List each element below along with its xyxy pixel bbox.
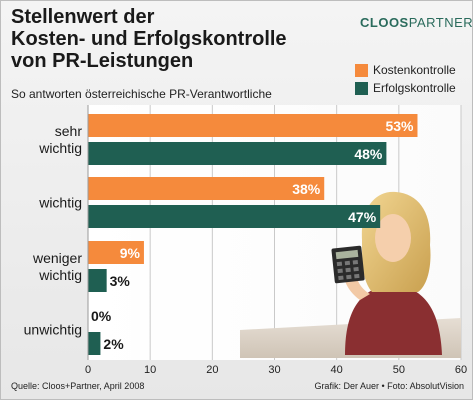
bar-erfolg bbox=[88, 269, 107, 292]
category-label: wichtig bbox=[38, 195, 82, 211]
title-line-1: Stellenwert der bbox=[11, 6, 155, 28]
x-tick-label: 30 bbox=[268, 364, 280, 376]
brand-logo: CLOOSPARTNER bbox=[360, 15, 473, 30]
category-label: sehr bbox=[55, 123, 83, 139]
logo-bold-part: CLOOS bbox=[360, 15, 409, 30]
category-label: weniger bbox=[32, 250, 82, 266]
value-label: 48% bbox=[354, 146, 383, 162]
value-label: 2% bbox=[103, 336, 124, 352]
legend-swatch-kosten bbox=[355, 64, 368, 77]
title-line-3: von PR-Leistungen bbox=[11, 50, 194, 72]
x-tick-label: 0 bbox=[85, 364, 91, 376]
chart-title: Stellenwert der Kosten- und Erfolgskontr… bbox=[11, 6, 311, 72]
person-body bbox=[345, 284, 442, 355]
legend-label-erfolg: Erfolgskontrolle bbox=[373, 81, 456, 95]
source-note: Quelle: Cloos+Partner, April 2008 bbox=[11, 381, 145, 391]
x-tick-label: 10 bbox=[144, 364, 156, 376]
logo-light-part: PARTNER bbox=[408, 15, 473, 30]
value-label: 38% bbox=[292, 181, 321, 197]
legend-item-erfolg: Erfolgskontrolle bbox=[355, 82, 456, 100]
bar-erfolg bbox=[88, 142, 387, 165]
bar-kosten bbox=[88, 241, 144, 264]
value-label: 47% bbox=[348, 209, 377, 225]
value-label: 0% bbox=[91, 308, 112, 324]
legend-item-kosten: Kostenkontrolle bbox=[355, 64, 456, 82]
value-label: 9% bbox=[120, 245, 141, 261]
calculator-icon bbox=[331, 245, 365, 284]
credits-note: Grafik: Der Auer • Foto: AbsolutVision bbox=[314, 381, 464, 391]
legend-swatch-erfolg bbox=[355, 82, 368, 95]
value-label: 53% bbox=[385, 118, 414, 134]
person-face bbox=[375, 214, 411, 262]
chart-subtitle: So antworten österreichische PR-Verantwo… bbox=[11, 87, 272, 101]
x-tick-label: 40 bbox=[331, 364, 343, 376]
x-tick-label: 20 bbox=[206, 364, 218, 376]
category-label: wichtig bbox=[38, 140, 82, 156]
legend-label-kosten: Kostenkontrolle bbox=[373, 63, 456, 77]
x-tick-label: 50 bbox=[393, 364, 405, 376]
title-line-2: Kosten- und Erfolgskontrolle bbox=[11, 28, 287, 50]
bar-erfolg bbox=[88, 205, 381, 228]
category-label: unwichtig bbox=[24, 322, 82, 338]
value-label: 3% bbox=[110, 273, 131, 289]
category-label: wichtig bbox=[38, 267, 82, 283]
bar-kosten bbox=[88, 114, 418, 137]
bar-erfolg bbox=[88, 332, 101, 355]
x-tick-label: 60 bbox=[455, 364, 467, 376]
bar-kosten bbox=[88, 177, 325, 200]
chart-legend: Kostenkontrolle Erfolgskontrolle bbox=[355, 64, 456, 100]
